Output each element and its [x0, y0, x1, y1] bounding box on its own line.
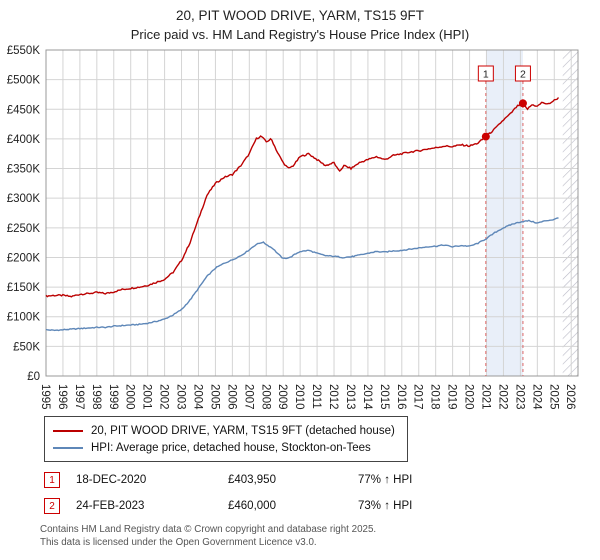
- svg-text:1997: 1997: [73, 384, 85, 410]
- svg-text:1995: 1995: [39, 384, 51, 410]
- sale-annotations: 1 18-DEC-2020 £403,950 77% ↑ HPI 2 24-FE…: [44, 472, 600, 515]
- sale-1-date: 18-DEC-2020: [76, 474, 147, 487]
- chart-header: 20, PIT WOOD DRIVE, YARM, TS15 9FT Price…: [0, 0, 600, 44]
- sale-2-marker: 2: [44, 498, 60, 515]
- svg-text:£300K: £300K: [7, 193, 41, 205]
- svg-text:1996: 1996: [56, 384, 68, 410]
- svg-text:1: 1: [483, 69, 489, 81]
- svg-text:£250K: £250K: [7, 223, 41, 235]
- svg-text:2026: 2026: [564, 384, 576, 410]
- svg-text:2015: 2015: [378, 384, 390, 410]
- svg-text:2004: 2004: [191, 384, 203, 410]
- svg-text:2024: 2024: [530, 384, 542, 410]
- svg-text:2002: 2002: [158, 384, 170, 410]
- footer-line2: This data is licensed under the Open Gov…: [40, 536, 317, 548]
- svg-text:2013: 2013: [344, 384, 356, 410]
- sale-2-date: 24-FEB-2023: [76, 500, 145, 513]
- svg-text:£400K: £400K: [7, 134, 41, 146]
- svg-text:2007: 2007: [242, 384, 254, 410]
- legend-label-property: 20, PIT WOOD DRIVE, YARM, TS15 9FT (deta…: [91, 424, 395, 437]
- svg-text:2020: 2020: [463, 384, 475, 410]
- svg-text:2003: 2003: [175, 384, 187, 410]
- svg-text:2014: 2014: [361, 384, 373, 410]
- svg-text:1998: 1998: [90, 384, 102, 410]
- svg-text:2001: 2001: [141, 384, 153, 410]
- svg-text:2011: 2011: [310, 384, 322, 409]
- chart-subtitle: Price paid vs. HM Land Registry's House …: [130, 26, 470, 42]
- svg-text:2000: 2000: [124, 384, 136, 410]
- svg-text:2018: 2018: [429, 384, 441, 410]
- sale-2-price: £460,000: [228, 500, 276, 513]
- sale-1-price: £403,950: [228, 474, 276, 487]
- svg-text:£550K: £550K: [7, 45, 41, 57]
- svg-text:2019: 2019: [446, 384, 458, 410]
- sale-row-2: 2 24-FEB-2023 £460,000 73% ↑ HPI: [44, 498, 600, 515]
- svg-text:2005: 2005: [208, 384, 220, 410]
- svg-text:£150K: £150K: [7, 282, 41, 294]
- svg-text:2017: 2017: [412, 384, 424, 410]
- svg-text:1999: 1999: [107, 384, 119, 410]
- legend-line-red-icon: [53, 429, 83, 432]
- legend-line-blue-icon: [53, 446, 83, 449]
- chart-legend: 20, PIT WOOD DRIVE, YARM, TS15 9FT (deta…: [44, 416, 408, 463]
- svg-text:2025: 2025: [547, 384, 559, 410]
- svg-text:2: 2: [520, 69, 526, 81]
- svg-text:2022: 2022: [496, 384, 508, 410]
- sale-row-1: 1 18-DEC-2020 £403,950 77% ↑ HPI: [44, 472, 600, 489]
- svg-text:2006: 2006: [225, 384, 237, 410]
- svg-text:£0: £0: [27, 371, 40, 383]
- svg-text:2010: 2010: [293, 384, 305, 410]
- svg-text:£450K: £450K: [7, 104, 41, 116]
- sale-1-marker: 1: [44, 472, 60, 489]
- svg-text:2008: 2008: [259, 384, 271, 410]
- price-history-chart: £0 £50K £100K £150K £200K £250K £300K £350K £400…: [7, 45, 579, 410]
- sale-1-hpi: 77% ↑ HPI: [358, 474, 413, 487]
- svg-text:2016: 2016: [395, 384, 407, 410]
- footer-line1: Contains HM Land Registry data © Crown c…: [40, 524, 377, 536]
- legend-label-hpi: HPI: Average price, detached house, Stoc…: [91, 441, 371, 454]
- svg-text:£50K: £50K: [13, 341, 40, 353]
- svg-text:2021: 2021: [480, 384, 492, 410]
- svg-text:2023: 2023: [513, 384, 525, 410]
- svg-text:2009: 2009: [276, 384, 288, 410]
- svg-text:£350K: £350K: [7, 164, 41, 176]
- sale-2-hpi: 73% ↑ HPI: [358, 500, 413, 513]
- svg-text:£500K: £500K: [7, 75, 41, 87]
- svg-text:£100K: £100K: [7, 312, 41, 324]
- license-footer: Contains HM Land Registry data © Crown c…: [40, 524, 600, 549]
- legend-item-property: 20, PIT WOOD DRIVE, YARM, TS15 9FT (deta…: [53, 422, 395, 439]
- legend-item-hpi: HPI: Average price, detached house, Stoc…: [53, 439, 395, 456]
- chart-title: 20, PIT WOOD DRIVE, YARM, TS15 9FT: [175, 8, 425, 23]
- svg-text:£200K: £200K: [7, 253, 41, 265]
- svg-text:2012: 2012: [327, 384, 339, 410]
